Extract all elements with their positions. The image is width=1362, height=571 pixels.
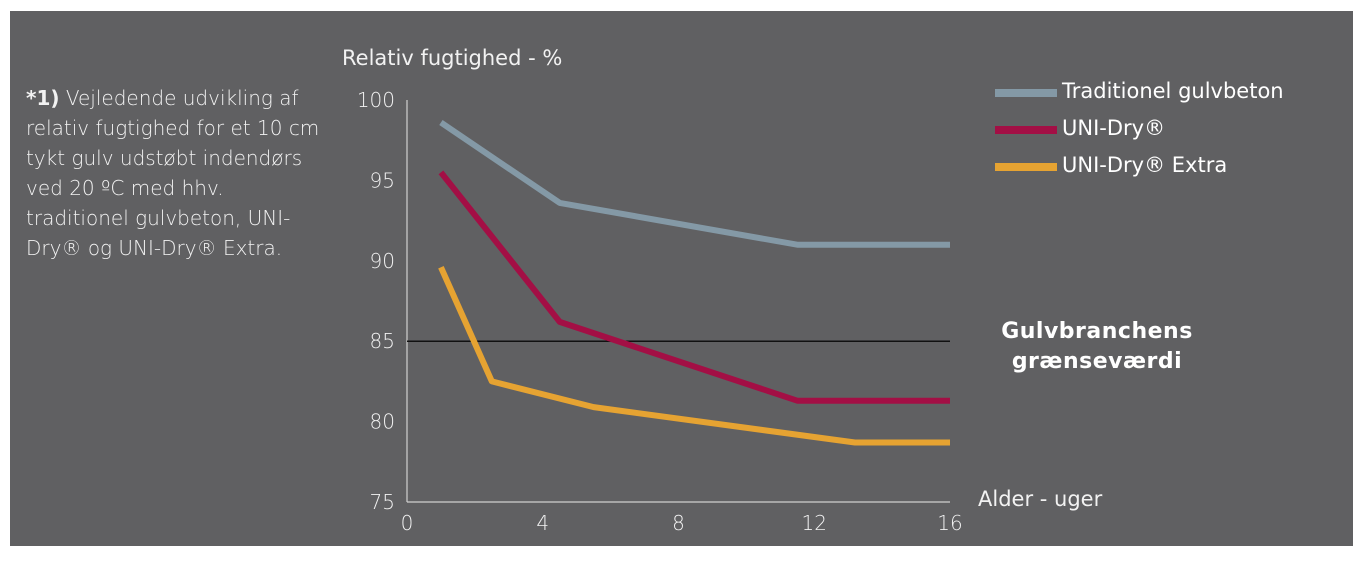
legend-swatch [995,89,1057,97]
x-tick-label: 12 [802,511,827,535]
footnote-text: Vejledende udvikling af relativ fugtighe… [26,86,320,260]
x-tick-label: 16 [937,511,962,535]
legend-swatch [995,163,1057,171]
x-tick-label: 8 [672,511,685,535]
footnote-marker: *1) [26,86,60,110]
x-axis-label: Alder - uger [978,487,1103,511]
series-line-traditionel [439,120,950,248]
y-axis-label: Relativ fugtighed - % [342,46,563,70]
legend-label: Traditionel gulvbeton [1062,79,1284,103]
footnote: *1) Vejledende udvikling af relativ fugt… [26,83,326,263]
x-tick-label: 4 [536,511,549,535]
series-line-uni-dry-extra [438,266,950,446]
y-tick-label: 90 [370,249,395,273]
threshold-label: Gulvbranchens grænseværdi [1001,319,1193,374]
series-lines [438,120,950,446]
y-tick-label: 85 [370,329,395,353]
y-tick-label: 75 [370,490,395,514]
series-line-uni-dry [438,170,950,404]
y-tick-label: 80 [370,410,395,434]
x-tick-label: 0 [401,511,414,535]
legend-label: UNI-Dry® [1062,116,1166,140]
legend-label: UNI-Dry® Extra [1062,153,1228,177]
y-tick-label: 95 [370,168,395,192]
chart-axes: 75 80 85 90 95 100 0 4 8 12 16 [357,88,963,535]
legend-swatch [995,126,1057,134]
y-tick-label: 100 [357,88,395,112]
chart-panel [10,11,1353,546]
